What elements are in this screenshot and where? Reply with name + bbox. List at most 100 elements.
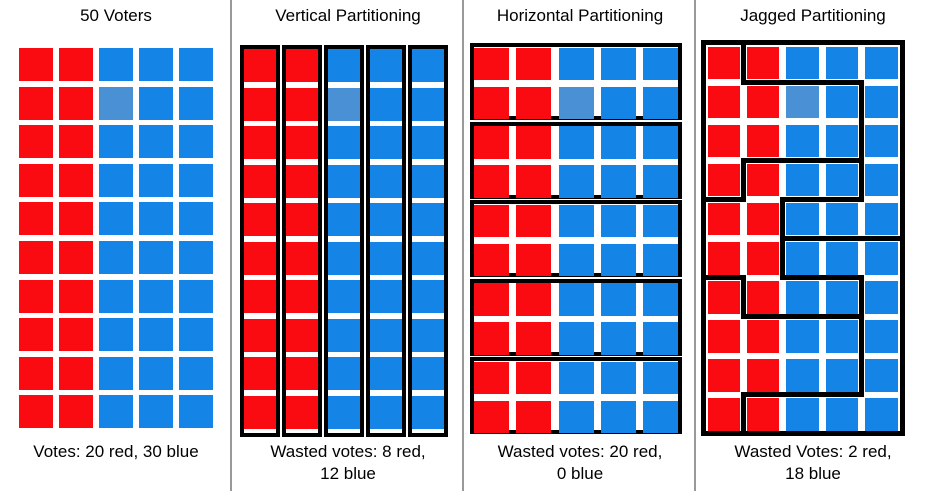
voter-cell-blue xyxy=(825,46,859,79)
voter-grid xyxy=(464,0,696,440)
voter-cell-blue xyxy=(643,322,678,355)
caption-line: 12 blue xyxy=(320,464,376,483)
voter-cell-red xyxy=(59,241,93,274)
voter-cell-red xyxy=(59,48,93,81)
panel-separator xyxy=(230,0,232,491)
voter-cell-blue xyxy=(786,281,819,314)
panel-title: Horizontal Partitioning xyxy=(496,6,664,25)
panel-caption: Wasted votes: 20 red, 0 blue xyxy=(464,441,696,485)
district-boundary xyxy=(740,392,865,398)
voter-cell-blue xyxy=(825,85,859,119)
voter-cell-blue xyxy=(139,318,173,352)
panel-title: Vertical Partitioning xyxy=(275,6,421,25)
voter-cell-blue xyxy=(370,49,402,82)
voter-cell-blue xyxy=(865,85,898,119)
voter-cell-blue xyxy=(825,202,859,236)
voter-cell-red xyxy=(244,87,276,121)
district-boundary xyxy=(780,275,865,281)
voter-cell-blue xyxy=(865,124,898,158)
panel-separator xyxy=(694,0,696,491)
voter-cell-blue xyxy=(328,318,360,352)
caption-line: 0 blue xyxy=(556,464,604,483)
voter-cell-red xyxy=(244,203,276,236)
voter-cell-blue xyxy=(370,280,402,313)
voter-cell-red xyxy=(516,283,552,316)
district-boundary xyxy=(740,275,746,320)
voter-cell-blue xyxy=(412,164,444,198)
district-boundary xyxy=(859,275,865,320)
voter-cell-blue xyxy=(139,86,173,120)
voter-cell-blue xyxy=(328,87,360,121)
voter-cell-blue xyxy=(370,357,402,390)
district-box xyxy=(366,45,406,437)
voter-cell-red xyxy=(746,202,780,236)
voter-cell-blue xyxy=(412,280,444,313)
voter-cell-blue xyxy=(600,243,636,276)
voter-cell-blue xyxy=(825,398,859,431)
voter-cell-blue xyxy=(412,203,444,236)
voter-cell-blue xyxy=(786,398,819,431)
panel-separator xyxy=(462,0,464,491)
voter-cell-blue xyxy=(139,241,173,274)
voter-cell-red xyxy=(474,243,509,276)
caption-line: Votes: 20 red, 30 blue xyxy=(33,442,199,461)
panel-title: 50 Voters xyxy=(80,6,152,25)
voter-cell-red xyxy=(746,46,780,79)
voter-cell-blue xyxy=(600,283,636,316)
voter-cell-blue xyxy=(600,165,636,198)
voter-cell-red xyxy=(474,165,509,198)
voter-cell-blue xyxy=(370,395,402,429)
voter-cell-red xyxy=(286,241,318,275)
voter-cell-red xyxy=(59,395,93,429)
voter-cell-blue xyxy=(99,356,133,390)
voter-cell-blue xyxy=(99,241,133,274)
voter-cell-blue xyxy=(600,361,636,394)
voter-cell-red xyxy=(59,86,93,120)
voter-cell-red xyxy=(707,124,740,158)
voter-cell-red xyxy=(19,279,53,313)
voter-cell-blue xyxy=(179,163,213,197)
voter-cell-blue xyxy=(370,87,402,121)
voter-cell-blue xyxy=(328,49,360,82)
voter-cell-blue xyxy=(370,203,402,236)
voter-grid xyxy=(697,0,929,440)
voter-cell-red xyxy=(59,125,93,159)
voter-cell-blue xyxy=(179,395,213,429)
voter-cell-blue xyxy=(865,163,898,197)
district-box xyxy=(408,45,448,437)
voter-cell-blue xyxy=(786,85,819,119)
district-boundary xyxy=(701,196,746,202)
district-boundary xyxy=(740,157,746,202)
voter-cell-red xyxy=(474,283,509,316)
voter-cell-blue xyxy=(412,318,444,352)
voter-cell-blue xyxy=(825,242,859,275)
voter-cell-blue xyxy=(643,400,678,433)
voter-cell-blue xyxy=(643,47,678,80)
voter-cell-red xyxy=(286,87,318,121)
voter-cell-red xyxy=(516,47,552,80)
voter-cell-red xyxy=(19,125,53,159)
voter-cell-blue xyxy=(139,279,173,313)
district-boundary xyxy=(740,157,865,163)
voter-cell-blue xyxy=(412,126,444,159)
voter-cell-blue xyxy=(139,163,173,197)
voter-cell-blue xyxy=(643,243,678,276)
voter-cell-blue xyxy=(865,359,898,392)
voter-cell-red xyxy=(244,241,276,275)
voter-cell-blue xyxy=(139,395,173,429)
voter-cell-blue xyxy=(786,46,819,79)
voter-cell-red xyxy=(474,204,509,237)
panel-vertical-partitioning: Vertical Partitioning Wasted votes: 8 re… xyxy=(232,0,464,491)
voter-cell-blue xyxy=(865,320,898,353)
voter-cell-red xyxy=(286,126,318,159)
voter-cell-red xyxy=(516,165,552,198)
district-boundary xyxy=(859,314,865,398)
voter-cell-red xyxy=(707,398,740,431)
voter-cell-red xyxy=(19,163,53,197)
district-boundary xyxy=(701,275,746,281)
voter-cell-blue xyxy=(558,283,594,316)
voter-cell-blue xyxy=(179,241,213,274)
voter-cell-blue xyxy=(643,204,678,237)
voter-cell-blue xyxy=(786,163,819,197)
